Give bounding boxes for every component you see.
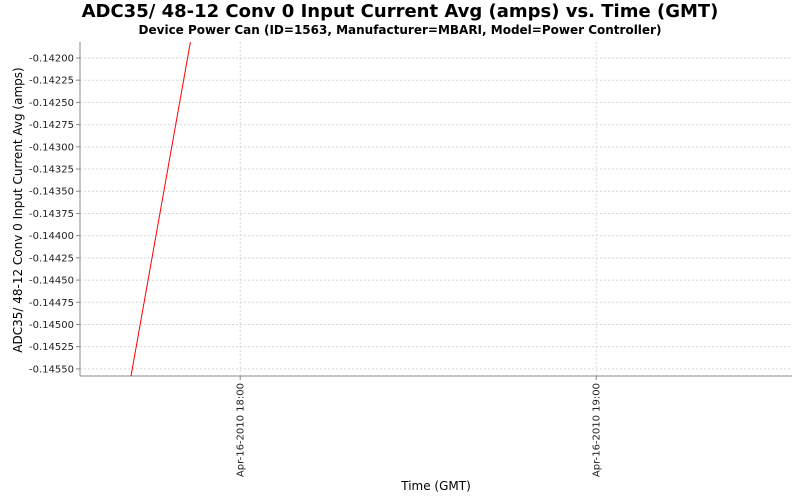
y-tick-label: -0.14200 [29, 53, 74, 64]
x-tick-label: Apr-16-2010 18:00 [236, 383, 247, 477]
y-tick-label: -0.14450 [29, 276, 74, 287]
y-tick-label: -0.14500 [29, 320, 74, 331]
y-tick-label: -0.14475 [29, 298, 74, 309]
y-tick-label: -0.14350 [29, 187, 74, 198]
y-tick-label: -0.14325 [29, 165, 74, 176]
x-axis-label: Time (GMT) [401, 479, 471, 493]
x-tick-label: Apr-16-2010 19:00 [592, 383, 603, 477]
chart-title: ADC35/ 48-12 Conv 0 Input Current Avg (a… [81, 1, 719, 22]
y-tick-label: -0.14400 [29, 231, 74, 242]
y-tick-label: -0.14275 [29, 120, 74, 131]
y-tick-label: -0.14300 [29, 142, 74, 153]
y-tick-label: -0.14525 [29, 342, 74, 353]
y-tick-label: -0.14225 [29, 76, 74, 87]
y-tick-label: -0.14375 [29, 209, 74, 220]
y-tick-label: -0.14550 [29, 364, 74, 375]
y-tick-label: -0.14250 [29, 98, 74, 109]
plot-area [80, 42, 792, 376]
y-tick-label: -0.14425 [29, 253, 74, 264]
series-line [130, 42, 191, 376]
chart-subtitle: Device Power Can (ID=1563, Manufacturer=… [138, 23, 662, 37]
